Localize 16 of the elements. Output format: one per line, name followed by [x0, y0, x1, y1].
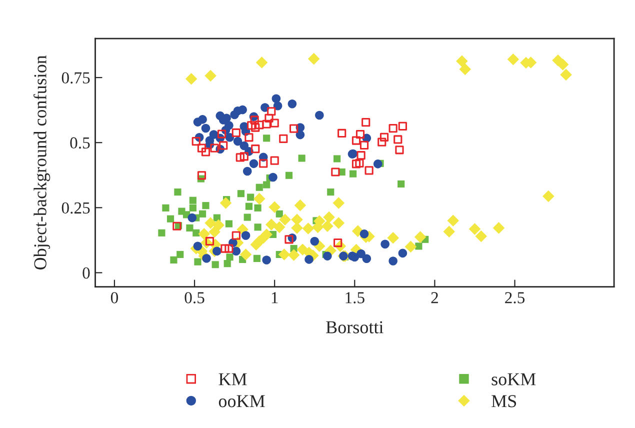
y-tick-label: 0.25: [62, 202, 90, 214]
legend-label: ooKM: [218, 395, 265, 408]
x-axis-title: Borsotti: [326, 321, 384, 334]
x-tick-label: 0.5: [184, 292, 204, 304]
x-tick-label: 1: [272, 292, 278, 304]
legend-label: MS: [492, 395, 516, 408]
x-tick-label: 2.5: [505, 292, 525, 304]
y-axis-title: Object-background confusion: [34, 55, 50, 270]
y-tick-label: 0: [82, 267, 90, 279]
legend-label: soKM: [492, 373, 536, 386]
x-tick-label: 1.5: [346, 292, 364, 304]
y-tick-label: 0.5: [70, 137, 90, 149]
legend-label: KM: [218, 373, 247, 386]
y-tick-label: 0.75: [62, 72, 90, 84]
x-tick-label: 0: [110, 292, 118, 304]
x-tick-label: 2: [431, 292, 438, 304]
